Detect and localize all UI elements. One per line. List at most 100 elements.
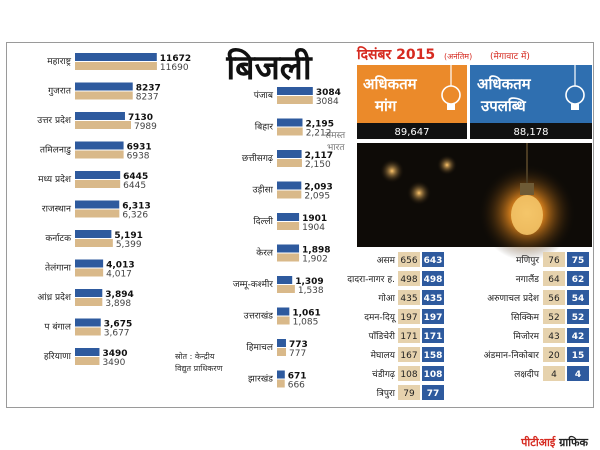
table-demand-value: 108: [400, 370, 417, 380]
supply-bar: [75, 268, 104, 277]
table-state-label: अरुणाचल प्रदेश: [487, 292, 540, 304]
table-supply-value: 643: [424, 256, 443, 266]
table-demand-cell: [398, 271, 420, 286]
table-demand-value: 64: [548, 275, 560, 285]
supply-value-label: 3490: [102, 358, 125, 368]
table-demand-value: 656: [400, 256, 417, 266]
demand-bar: [75, 112, 125, 120]
demand-bar: [75, 318, 101, 327]
infographic-frame: बिजली स्रोत : केन्द्रीय विद्युत प्राधिकर…: [6, 42, 594, 408]
supply-value-label: 1,538: [298, 286, 324, 296]
supply-value-label: 2,095: [304, 192, 330, 202]
bulb-photo: [357, 143, 592, 261]
supply-value-label: 3,677: [104, 329, 130, 339]
unit-label: (मेगावाट में): [490, 50, 530, 62]
supply-bar: [75, 121, 131, 129]
supply-bar: [75, 209, 120, 218]
table-demand-value: 76: [548, 256, 560, 266]
supply-value-label: 6445: [123, 181, 146, 191]
state-label: झारखंड: [248, 374, 273, 385]
table-demand-value: 79: [403, 389, 415, 399]
demand-bar: [277, 276, 293, 284]
table-supply-value: 197: [424, 313, 443, 323]
demand-value-label: 671: [288, 372, 307, 382]
demand-value-label: 3084: [316, 88, 341, 98]
credit-label: पीटीआई ग्राफिक: [517, 435, 592, 450]
table-supply-value: 158: [424, 351, 443, 361]
demand-bar: [277, 244, 300, 253]
table-demand-value: 197: [400, 313, 417, 323]
demand-bar: [75, 230, 112, 238]
table-supply-value: 52: [572, 313, 585, 323]
table-supply-cell: [567, 290, 589, 305]
demand-value-label: 2,195: [305, 120, 333, 130]
demand-label-1: अधिकतम: [363, 75, 418, 93]
table-supply-cell: [567, 328, 589, 343]
table-demand-value: 43: [548, 332, 559, 342]
demand-bar: [75, 348, 100, 356]
supply-bar: [277, 222, 300, 230]
demand-label-2: मांग: [374, 97, 397, 115]
table-demand-cell: [543, 328, 565, 343]
table-state-label: दादरा-नागर ह.: [347, 275, 395, 285]
demand-bar: [75, 171, 121, 179]
supply-bar: [277, 316, 290, 325]
supply-value-label: 1,902: [302, 255, 328, 265]
supply-bar: [75, 91, 133, 100]
supply-value-label: 1,085: [293, 318, 319, 328]
table-demand-value: 171: [400, 332, 417, 342]
table-supply-value: 171: [424, 332, 443, 342]
table-demand-value: 498: [400, 275, 417, 285]
demand-bar: [277, 87, 313, 95]
demand-value-label: 1,898: [302, 246, 330, 256]
source-label-2: विद्युत प्राधिकरण: [175, 363, 223, 374]
state-label: तेलंगाना: [45, 262, 72, 274]
demand-value-label: 11672: [160, 54, 191, 64]
supply-bar: [277, 285, 295, 293]
supply-label-2: उपलब्धि: [480, 97, 527, 115]
demand-box: [357, 65, 467, 123]
demand-value: 89,647: [395, 127, 430, 138]
state-label: हरियाणा: [44, 350, 72, 362]
state-label: पंजाब: [254, 90, 274, 101]
table-demand-value: 56: [548, 294, 560, 304]
supply-bar: [277, 253, 300, 262]
table-demand-cell: [398, 252, 420, 267]
table-state-label: लक्षदीप: [514, 368, 540, 380]
supply-value-label: 8237: [136, 93, 159, 103]
supply-bar: [75, 62, 157, 70]
table-state-label: नगालैंड: [516, 273, 539, 285]
provisional-label: (अनंतिम): [444, 51, 472, 61]
supply-bar: [277, 348, 287, 356]
demand-bar: [277, 339, 286, 347]
state-label: हिमाचल: [246, 341, 274, 353]
supply-bar: [75, 180, 121, 188]
state-label: जम्मू-कश्मीर: [233, 278, 273, 290]
state-label: मध्य प्रदेश: [38, 173, 72, 185]
table-demand-cell: [398, 385, 420, 400]
supply-bar: [75, 327, 101, 336]
demand-bar: [277, 181, 302, 190]
table-supply-cell: [422, 328, 444, 343]
table-state-label: सिक्किम: [511, 311, 540, 323]
demand-value-label: 3,894: [105, 290, 133, 300]
table-state-label: मणिपुर: [516, 254, 539, 266]
bulb-icon: [441, 65, 461, 110]
demand-bar: [277, 150, 302, 158]
state-label: केरल: [256, 247, 274, 259]
table-supply-cell: [567, 252, 589, 267]
demand-value-box: [357, 123, 467, 139]
supply-value-label: 7989: [134, 122, 157, 132]
supply-bar: [277, 190, 302, 199]
state-label: तमिलनाडु: [40, 144, 71, 156]
table-demand-cell: [398, 309, 420, 324]
table-supply-cell: [422, 309, 444, 324]
supply-value-label: 11690: [160, 63, 189, 73]
table-supply-cell: [567, 309, 589, 324]
table-supply-value: 435: [424, 294, 443, 304]
supply-bar: [277, 127, 303, 136]
table-supply-cell: [567, 366, 589, 381]
